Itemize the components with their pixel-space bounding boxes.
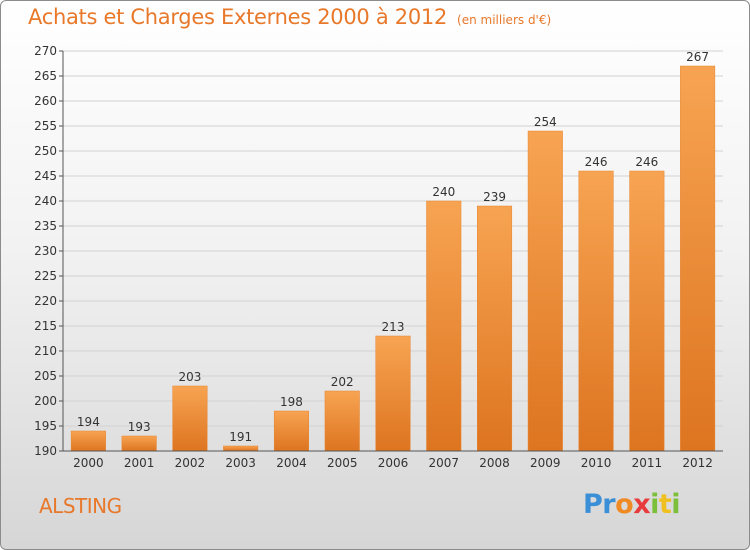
value-label-2009: 254 [534,115,557,129]
y-tick-label: 205 [34,369,57,383]
y-tick-label: 235 [34,219,57,233]
y-tick-label: 220 [34,294,57,308]
x-tick-label: 2001 [124,456,155,470]
logo-letter: P [583,489,603,520]
value-label-2002: 203 [178,370,201,384]
logo-letter: r [602,489,616,520]
y-tick-label: 210 [34,344,57,358]
y-tick-label: 250 [34,144,57,158]
bar-2002 [172,385,208,452]
proxiti-logo: Proxiti [583,489,681,520]
y-tick-label: 245 [34,169,57,183]
bar-2012 [680,65,716,452]
bar-2009 [527,130,563,452]
value-label-2008: 239 [483,190,506,204]
value-label-2006: 213 [382,320,405,334]
bar-2007 [426,200,462,452]
x-tick-label: 2002 [175,456,206,470]
y-tick-label: 230 [34,244,57,258]
x-tick-label: 2010 [581,456,612,470]
value-labels: 194 193 203 191 198 202 213 240 239 254 246 246 267 [77,50,709,444]
y-tick-label: 260 [34,94,57,108]
value-label-2010: 246 [585,155,608,169]
y-tick-label: 190 [34,444,57,458]
x-tick-label: 2009 [530,456,561,470]
bar-2000 [70,430,106,452]
value-label-2011: 246 [635,155,658,169]
bar-2008 [477,205,513,452]
x-tick-label: 2007 [428,456,459,470]
bar-2004 [273,410,309,452]
y-tick-label: 265 [34,69,57,83]
x-tick-label: 2012 [682,456,713,470]
y-tick-label: 215 [34,319,57,333]
y-tick-label: 200 [34,394,57,408]
bar-2003 [223,445,259,452]
bar-2001 [121,435,157,452]
value-label-2000: 194 [77,415,100,429]
y-tick-label: 195 [34,419,57,433]
y-axis: 190 195 200 205 210 215 220 225 230 235 240 245 250 2… [34,44,64,458]
commune-name: ALSTING [39,494,122,518]
bars [70,65,716,452]
title-text: Achats et Charges Externes 2000 à 2012 [28,5,448,29]
bar-2011 [629,170,665,452]
logo-letter: i [650,489,659,520]
logo-letter: i [671,489,681,520]
x-tick-label: 2011 [632,456,663,470]
y-tick-label: 240 [34,194,57,208]
y-tick-label: 225 [34,269,57,283]
logo-letter: o [615,489,634,520]
logo-letter: x [633,489,651,520]
bar-2010 [578,170,614,452]
x-tick-label: 2006 [378,456,409,470]
x-axis: 2000 2001 2002 2003 2004 2005 2006 2007 2008 2009… [63,450,723,470]
value-label-2004: 198 [280,395,303,409]
unit-label: (en milliers d'€) [457,13,552,27]
y-tick-label: 270 [34,44,57,58]
x-tick-label: 2005 [327,456,358,470]
y-tick-label: 255 [34,119,57,133]
value-label-2007: 240 [432,185,455,199]
bar-2006 [375,335,411,452]
logo-letter: t [658,489,672,520]
value-label-2001: 193 [128,420,151,434]
bar-2005 [324,390,360,452]
x-tick-label: 2004 [276,456,307,470]
x-tick-label: 2003 [225,456,256,470]
value-label-2005: 202 [331,375,354,389]
value-label-2012: 267 [686,50,709,64]
x-tick-label: 2000 [73,456,104,470]
value-label-2003: 191 [229,430,252,444]
chart-title: Achats et Charges Externes 2000 à 2012 (e… [28,5,551,29]
x-tick-label: 2008 [479,456,510,470]
